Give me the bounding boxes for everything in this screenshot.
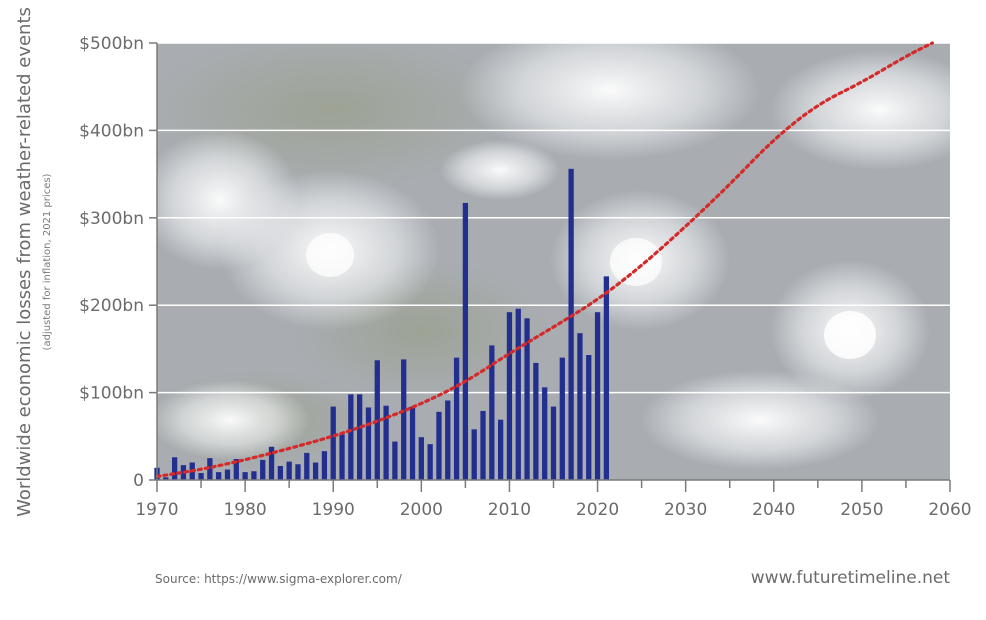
- bar-1987: [304, 452, 310, 480]
- bar-1978: [224, 469, 231, 480]
- bar-2010: [506, 312, 513, 480]
- bar-2019: [586, 355, 592, 480]
- bar-1993: [357, 394, 363, 480]
- bar-2021: [603, 276, 610, 480]
- bar-1998: [401, 359, 407, 480]
- bar-1975: [198, 473, 204, 480]
- site-credit: www.futuretimeline.net: [750, 568, 950, 588]
- x-tick-label: 2060: [928, 500, 971, 520]
- bar-1997: [392, 441, 398, 480]
- y-tick-label: $400bn: [79, 121, 144, 141]
- bar-1986: [295, 464, 301, 480]
- x-tick-label: 2030: [664, 500, 707, 520]
- bar-1985: [286, 461, 292, 480]
- bar-2009: [497, 419, 504, 480]
- bar-1992: [348, 394, 354, 480]
- x-tick-label: 1990: [312, 500, 355, 520]
- bar-2008: [489, 345, 495, 480]
- bar-1988: [312, 462, 319, 480]
- bar-2004: [453, 357, 460, 480]
- x-tick-label: 2010: [488, 500, 531, 520]
- bar-1994: [365, 407, 372, 480]
- x-tick-label: 1970: [135, 500, 178, 520]
- x-tick-label: 1980: [223, 500, 266, 520]
- bar-1976: [207, 458, 213, 480]
- bar-2006: [471, 429, 477, 480]
- bar-2018: [577, 333, 583, 480]
- bar-2016: [559, 357, 565, 480]
- bar-2005: [462, 202, 469, 480]
- bar-1981: [251, 471, 257, 480]
- y-tick-labels: 0 $100bn $200bn $300bn $400bn $500bn: [79, 34, 144, 491]
- bar-2017: [568, 168, 574, 480]
- bar-1982: [260, 459, 266, 480]
- y-tick-label: 0: [133, 471, 144, 491]
- source-note: Source: https://www.sigma-explorer.com/: [155, 572, 402, 586]
- bar-1971: [163, 477, 169, 480]
- bars: [154, 168, 610, 480]
- y-axis-label: Worldwide economic losses from weather-r…: [14, 7, 35, 517]
- x-tick-label: 2020: [576, 500, 619, 520]
- y-axis-sublabel: (adjusted for inflation, 2021 prices): [42, 173, 53, 350]
- bar-2015: [550, 406, 557, 480]
- bar-2003: [445, 400, 451, 480]
- bar-1977: [216, 472, 222, 480]
- bar-1980: [242, 472, 248, 480]
- bar-1989: [321, 451, 328, 480]
- bar-2014: [542, 387, 548, 480]
- bar-2007: [480, 410, 486, 480]
- gridlines: [157, 42, 950, 394]
- y-tick-label: $100bn: [79, 384, 144, 404]
- bar-1979: [233, 459, 239, 480]
- bar-1983: [268, 446, 275, 480]
- bar-2001: [427, 444, 433, 480]
- bar-1990: [330, 406, 336, 480]
- trend-line-layer: [155, 41, 934, 479]
- x-tick-labels: 1970 1980 1990 2000 2010 2020 2030 2040 2050 2060: [135, 500, 971, 520]
- bar-2013: [533, 362, 539, 480]
- bar-1972: [171, 457, 178, 480]
- bar-2012: [524, 318, 530, 480]
- bar-2002: [436, 411, 442, 480]
- bar-1999: [409, 406, 416, 480]
- x-tick-label: 2050: [840, 500, 883, 520]
- y-tick-label: $500bn: [79, 34, 144, 54]
- y-tick-label: $200bn: [79, 296, 144, 316]
- x-tick-label: 2000: [400, 500, 443, 520]
- bar-1991: [339, 434, 345, 480]
- bar-2020: [594, 312, 601, 480]
- axes: [149, 42, 951, 492]
- trend-line: [155, 41, 934, 479]
- bar-1996: [383, 405, 389, 480]
- bar-2011: [515, 308, 521, 480]
- y-tick-label: $300bn: [79, 209, 144, 229]
- x-tick-label: 2040: [752, 500, 795, 520]
- bar-2000: [418, 437, 424, 480]
- bar-1984: [277, 466, 283, 480]
